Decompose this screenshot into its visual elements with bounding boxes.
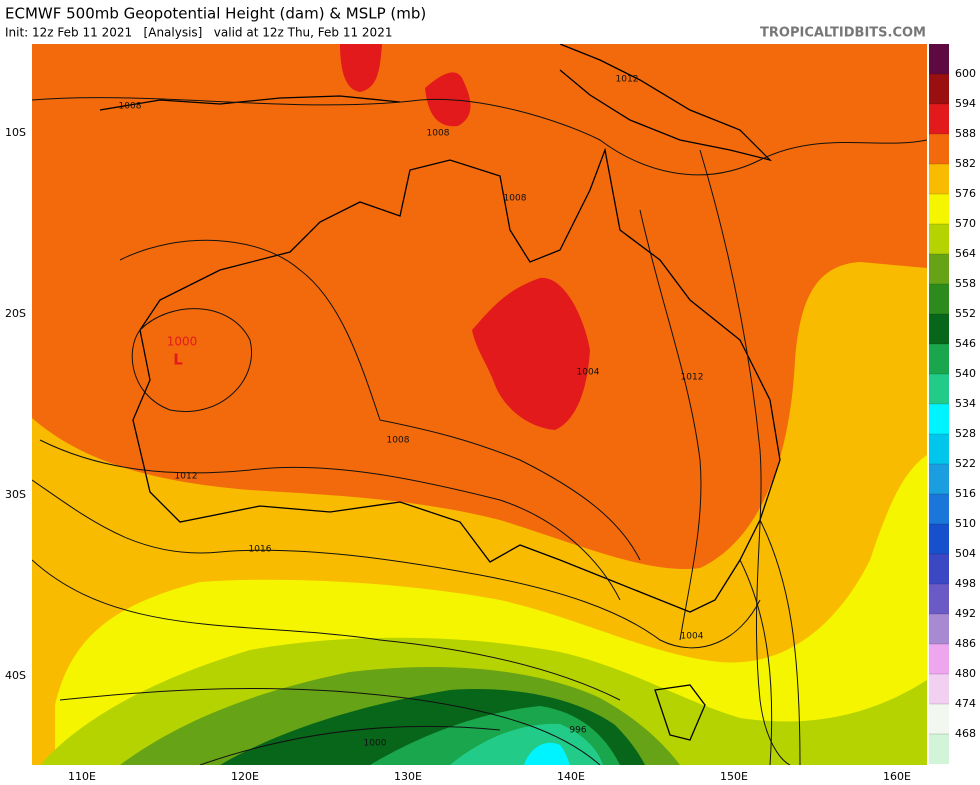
contour-label: 1008 xyxy=(427,129,450,139)
colorbar-swatch xyxy=(929,164,949,194)
contour-label: 1004 xyxy=(681,632,704,642)
coastline xyxy=(99,95,401,111)
low-symbol: L xyxy=(173,351,183,369)
colorbar-swatch xyxy=(929,584,949,614)
coastline xyxy=(132,147,781,613)
title: ECMWF 500mb Geopotential Height (dam) & … xyxy=(5,5,426,23)
colorbar-swatch xyxy=(929,194,949,224)
colorbar-label: 534 xyxy=(955,397,976,410)
lat-label: 20S xyxy=(5,307,26,320)
contour-label: 1008 xyxy=(387,436,410,446)
isobar xyxy=(131,308,252,412)
colorbar-swatch xyxy=(929,344,949,374)
colorbar-swatch xyxy=(929,554,949,584)
isobar xyxy=(59,687,601,765)
colorbar-swatch xyxy=(929,374,949,404)
subtitle: Init: 12z Feb 11 2021 [Analysis] valid a… xyxy=(5,26,392,40)
colorbar-swatch xyxy=(929,224,949,254)
brand: TROPICALTIDBITS.COM xyxy=(760,26,926,41)
colorbar-label: 582 xyxy=(955,157,976,170)
lat-label: 10S xyxy=(5,126,26,139)
colorbar-label: 468 xyxy=(955,727,976,740)
colorbar-label: 498 xyxy=(955,577,976,590)
colorbar-swatch xyxy=(929,494,949,524)
isobar xyxy=(32,479,761,649)
isobar xyxy=(639,209,702,641)
colorbar-label: 474 xyxy=(955,697,976,710)
colorbar-label: 576 xyxy=(955,187,976,200)
colorbar-swatch xyxy=(929,134,949,164)
colorbar-swatch xyxy=(929,464,949,494)
isobar xyxy=(199,725,501,765)
contour-label: 996 xyxy=(569,726,586,736)
colorbar-swatch xyxy=(929,254,949,284)
colorbar-swatch xyxy=(929,404,949,434)
colorbar-swatch xyxy=(929,524,949,554)
colorbar-swatch xyxy=(929,284,949,314)
isobar xyxy=(739,559,773,765)
colorbar-swatch xyxy=(929,674,949,704)
isobar xyxy=(32,559,621,701)
lon-label: 160E xyxy=(883,770,911,783)
lat-label: 30S xyxy=(5,488,26,501)
contour-label: 1000 xyxy=(364,739,387,749)
isobar xyxy=(699,149,791,765)
colorbar-label: 546 xyxy=(955,337,976,350)
coastline xyxy=(559,44,773,162)
colorbar-label: 570 xyxy=(955,217,976,230)
contour-label: 1008 xyxy=(504,194,527,204)
colorbar-swatch xyxy=(929,44,949,74)
coastline xyxy=(654,684,706,741)
contour-label: 1012 xyxy=(175,472,198,482)
contour-label: 1012 xyxy=(616,75,639,85)
colorbar-swatch xyxy=(929,734,949,764)
colorbar-label: 510 xyxy=(955,517,976,530)
isobar xyxy=(759,519,801,765)
isobar xyxy=(32,97,927,176)
lon-label: 120E xyxy=(231,770,259,783)
colorbar-label: 480 xyxy=(955,667,976,680)
contour-label: 1008 xyxy=(119,102,142,112)
low-pressure: 1000 xyxy=(167,335,198,349)
colorbar-swatch xyxy=(929,314,949,344)
colorbar-label: 486 xyxy=(955,637,976,650)
contour-label: 1016 xyxy=(249,545,272,555)
colorbar-label: 600 xyxy=(955,67,976,80)
map xyxy=(32,44,927,765)
colorbar-label: 522 xyxy=(955,457,976,470)
isobar xyxy=(119,239,641,561)
fill-588 xyxy=(472,277,590,430)
colorbar-swatch xyxy=(929,104,949,134)
colorbar-swatch xyxy=(929,704,949,734)
colorbar-label: 528 xyxy=(955,427,976,440)
contour-label: 1004 xyxy=(577,368,600,378)
lon-label: 110E xyxy=(68,770,96,783)
lon-label: 130E xyxy=(394,770,422,783)
colorbar-label: 552 xyxy=(955,307,976,320)
lat-label: 40S xyxy=(5,669,26,682)
fill-588 xyxy=(340,44,382,92)
colorbar-swatch xyxy=(929,74,949,104)
colorbar-label: 594 xyxy=(955,97,976,110)
colorbar-swatch xyxy=(929,614,949,644)
lon-label: 150E xyxy=(720,770,748,783)
colorbar-label: 558 xyxy=(955,277,976,290)
colorbar-label: 504 xyxy=(955,547,976,560)
colorbar-label: 564 xyxy=(955,247,976,260)
contour-label: 1012 xyxy=(681,373,704,383)
colorbar-label: 492 xyxy=(955,607,976,620)
colorbar-label: 588 xyxy=(955,127,976,140)
lon-label: 140E xyxy=(557,770,585,783)
colorbar-label: 516 xyxy=(955,487,976,500)
isobar xyxy=(39,439,621,601)
colorbar-label: 540 xyxy=(955,367,976,380)
colorbar-swatch xyxy=(929,644,949,674)
colorbar-swatch xyxy=(929,434,949,464)
fill-534 xyxy=(524,742,570,765)
